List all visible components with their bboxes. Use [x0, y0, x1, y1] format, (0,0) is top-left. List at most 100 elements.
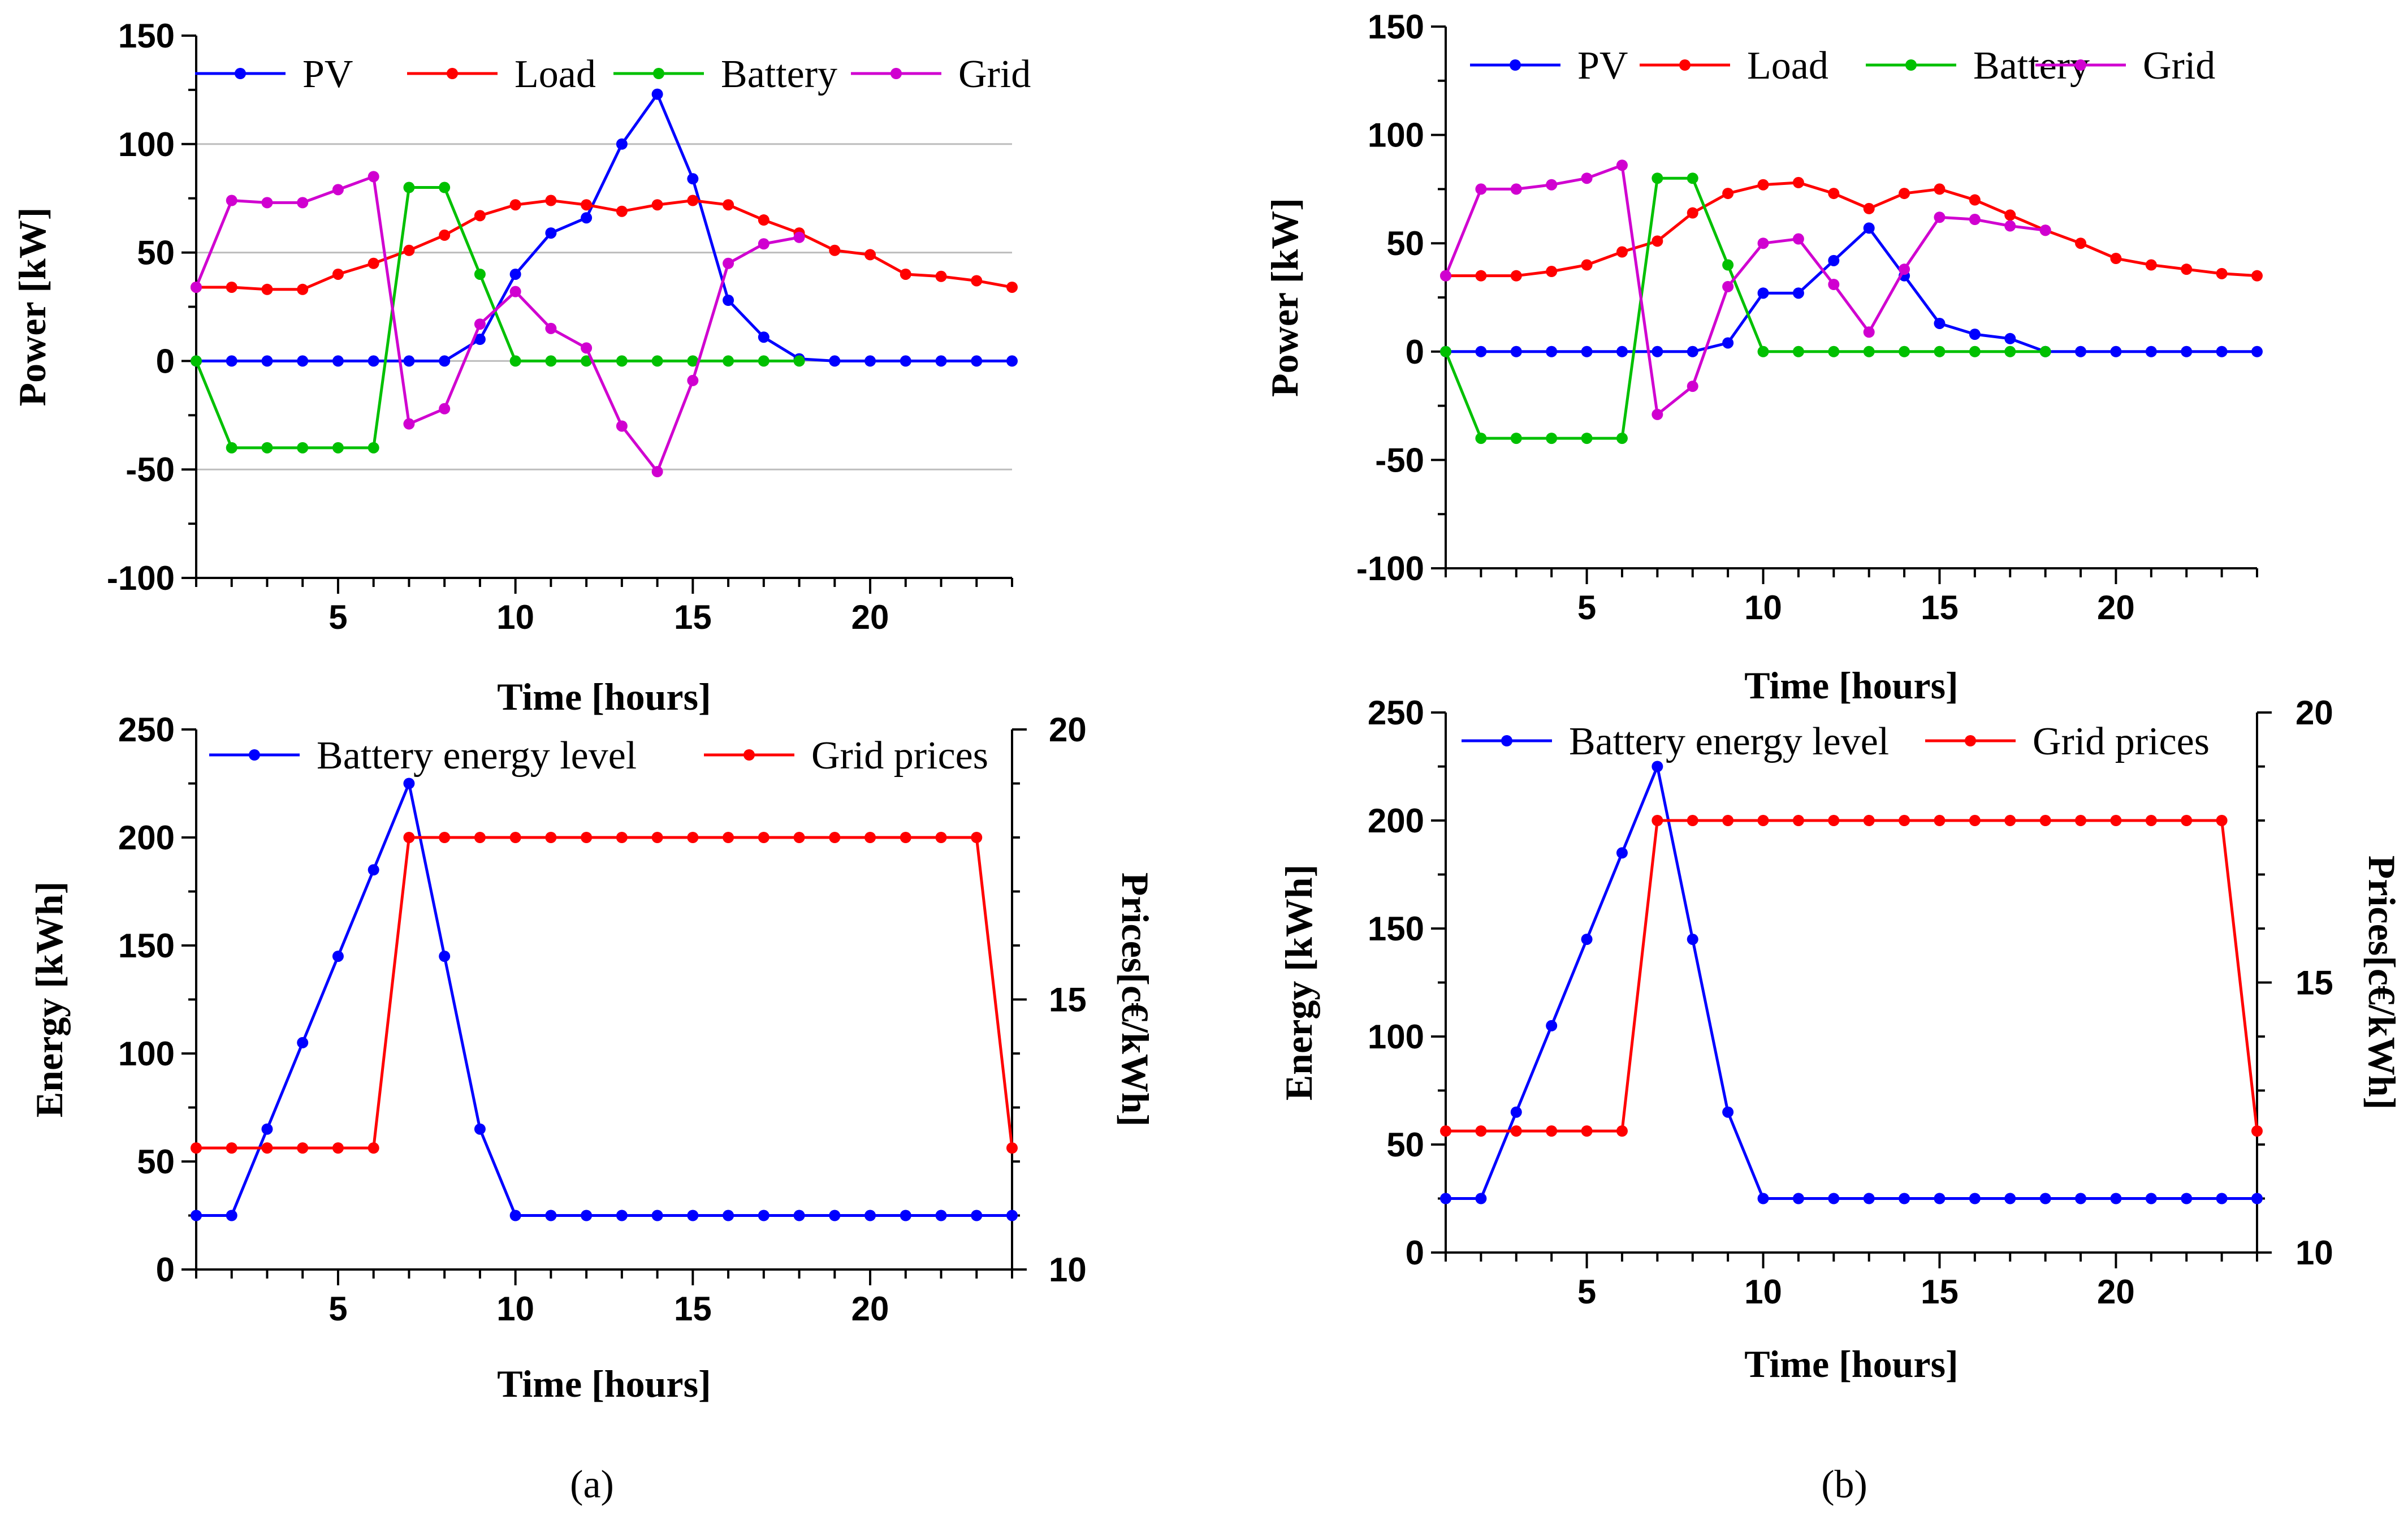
y-tick-label: 50: [137, 1143, 175, 1181]
data-point-battery: [297, 442, 309, 454]
y-axis-label-right: Prices[c€/kWh]: [1114, 873, 1157, 1126]
data-point-load: [261, 283, 273, 295]
data-point-battery: [545, 355, 557, 367]
data-point-battery-energy-level: [545, 1210, 557, 1221]
y-tick-label: 50: [137, 234, 175, 272]
y-right-tick-label: 10: [2295, 1234, 2333, 1272]
y-tick-label: 200: [118, 819, 175, 857]
data-point-load: [297, 283, 309, 295]
legend-marker: [890, 68, 902, 79]
series-line-battery-energy-level: [1446, 765, 2257, 1200]
x-tick-label: 10: [496, 598, 534, 636]
data-point-battery-energy-level: [793, 1210, 805, 1221]
data-point-grid-prices: [1722, 815, 1734, 826]
data-point-battery: [1934, 346, 1946, 357]
data-point-battery-energy-level: [1510, 1106, 1522, 1118]
data-point-battery-energy-level: [1969, 1193, 1981, 1204]
data-point-grid: [226, 195, 237, 206]
data-point-grid-prices: [1616, 1125, 1628, 1137]
data-point-pv: [1828, 254, 1840, 266]
data-point-battery-energy-level: [1616, 847, 1628, 859]
y-tick-label: 150: [1368, 8, 1424, 46]
data-point-battery-energy-level: [1652, 761, 1663, 772]
data-point-battery-energy-level: [616, 1210, 628, 1221]
data-point-battery: [509, 355, 521, 367]
data-point-load: [900, 268, 911, 280]
x-tick-label: 10: [1744, 589, 1782, 627]
data-point-grid: [1652, 408, 1663, 420]
data-point-grid-prices: [1581, 1125, 1593, 1137]
legend-marker: [2075, 59, 2086, 71]
y-right-tick-label: 10: [1049, 1251, 1087, 1289]
data-point-grid: [1863, 326, 1875, 338]
data-point-battery-energy-level: [1792, 1193, 1804, 1204]
data-point-grid: [1828, 279, 1840, 291]
chart-b-top: 5 10 15 20 -100 -50 0 50 100 150 Time [hours] Power…: [1263, 8, 2263, 707]
data-point-battery: [1863, 346, 1875, 357]
data-point-grid-prices: [368, 1142, 379, 1154]
data-point-pv: [971, 355, 983, 367]
y-tick-label: 0: [156, 1251, 175, 1289]
data-point-pv: [1757, 287, 1769, 299]
legend-marker: [1510, 59, 1521, 71]
data-point-battery-energy-level: [1581, 934, 1593, 945]
data-point-pv: [1616, 346, 1628, 357]
legend-marker: [653, 68, 664, 79]
data-point-load: [2145, 259, 2157, 271]
data-point-grid-prices: [2004, 815, 2016, 826]
data-point-load: [1828, 188, 1840, 200]
x-axis-label: Time [hours]: [497, 675, 711, 718]
data-point-grid: [1687, 381, 1698, 392]
legend-marker: [249, 749, 260, 761]
data-point-grid-prices: [1546, 1125, 1558, 1137]
data-point-load: [971, 275, 983, 287]
data-point-battery-energy-level: [2075, 1193, 2087, 1204]
data-point-battery-energy-level: [1899, 1193, 1910, 1204]
data-point-load: [1510, 270, 1522, 282]
data-point-grid: [368, 171, 379, 183]
chart-a-top: 5 10 15 20 -100 -50 0 50 100 150 Time [hours] Power…: [11, 17, 1031, 718]
data-point-battery: [474, 268, 486, 280]
data-point-battery: [403, 182, 415, 193]
data-point-grid-prices: [1475, 1125, 1487, 1137]
data-point-battery-energy-level: [723, 1210, 734, 1221]
legend-marker: [1501, 735, 1512, 746]
data-point-battery-energy-level: [332, 951, 344, 962]
data-point-grid: [403, 418, 415, 430]
y-tick-label: 100: [1368, 116, 1424, 154]
data-point-grid-prices: [439, 832, 451, 843]
data-point-battery-energy-level: [2145, 1193, 2157, 1204]
data-point-load: [758, 214, 769, 226]
data-point-grid-prices: [793, 832, 805, 843]
data-point-grid-prices: [1899, 815, 1910, 826]
data-point-grid-prices: [971, 832, 983, 843]
data-point-pv: [1687, 346, 1698, 357]
data-point-grid: [332, 184, 344, 196]
data-point-battery-energy-level: [261, 1123, 273, 1135]
data-point-battery: [1792, 346, 1804, 357]
data-point-grid: [1792, 233, 1804, 245]
data-point-pv: [439, 355, 451, 367]
series-line-battery: [1444, 176, 2046, 440]
y-tick-label: 50: [1386, 1126, 1424, 1164]
data-point-battery-energy-level: [1722, 1106, 1734, 1118]
data-point-load: [332, 268, 344, 280]
data-point-pv: [758, 331, 769, 343]
data-point-battery: [368, 442, 379, 454]
data-point-load: [368, 257, 379, 269]
data-point-load: [226, 281, 237, 293]
data-point-pv: [1510, 346, 1522, 357]
data-point-load: [1863, 202, 1875, 214]
data-point-pv: [616, 138, 628, 150]
series-line-battery-energy-level: [196, 782, 1012, 1217]
data-point-battery-energy-level: [1828, 1193, 1840, 1204]
data-point-pv: [297, 355, 309, 367]
data-point-grid-prices: [545, 832, 557, 843]
data-point-pv: [226, 355, 237, 367]
series-line-pv: [196, 93, 1012, 362]
data-point-pv: [1006, 355, 1018, 367]
data-point-battery-energy-level: [1006, 1210, 1018, 1221]
data-point-grid-prices: [2145, 815, 2157, 826]
data-point-grid-prices: [1934, 815, 1946, 826]
data-point-battery: [616, 355, 628, 367]
